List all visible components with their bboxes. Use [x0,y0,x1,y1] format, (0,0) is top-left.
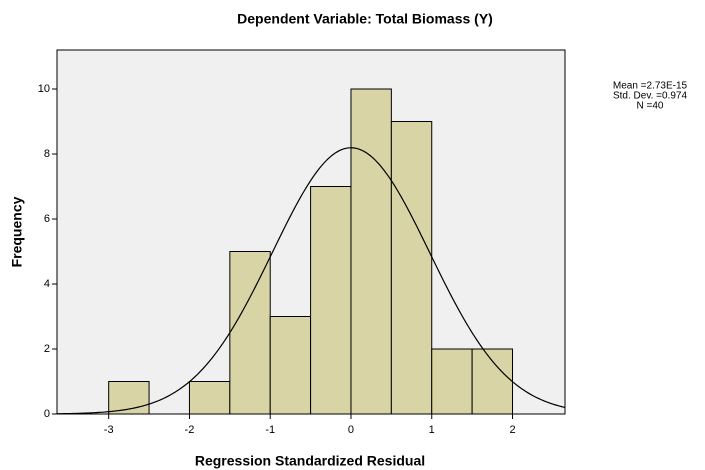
stat-label: N =40 [637,101,664,112]
bar [188,381,231,415]
bar [350,88,392,415]
x-tick-label: -2 [185,424,195,436]
x-tick-label: -1 [265,424,275,436]
y-tick-label: 2 [44,343,50,355]
y-tick-label: 0 [44,408,50,420]
normal-curve [56,147,566,415]
bar [310,186,352,415]
x-tick-label: 1 [429,424,435,436]
y-tick-label: 4 [44,278,50,290]
bar [390,121,433,415]
x-tick-label: 2 [509,424,515,436]
y-tick-label: 6 [44,213,50,225]
x-tick-label: 0 [348,424,354,436]
x-axis-label: Regression Standardized Residual [195,453,425,469]
bar [269,316,312,415]
bar [431,348,473,415]
x-tick-label: -3 [104,424,114,436]
bar [471,348,514,415]
stat-label: Std. Dev. =0.974 [613,91,687,102]
y-tick-label: 10 [38,83,50,95]
y-tick-label: 8 [44,148,50,160]
chart-title: Dependent Variable: Total Biomass (Y) [237,11,493,27]
bar [229,251,271,415]
stat-label: Mean =2.73E-15 [613,81,688,92]
y-axis-label: Frequency [9,196,25,267]
